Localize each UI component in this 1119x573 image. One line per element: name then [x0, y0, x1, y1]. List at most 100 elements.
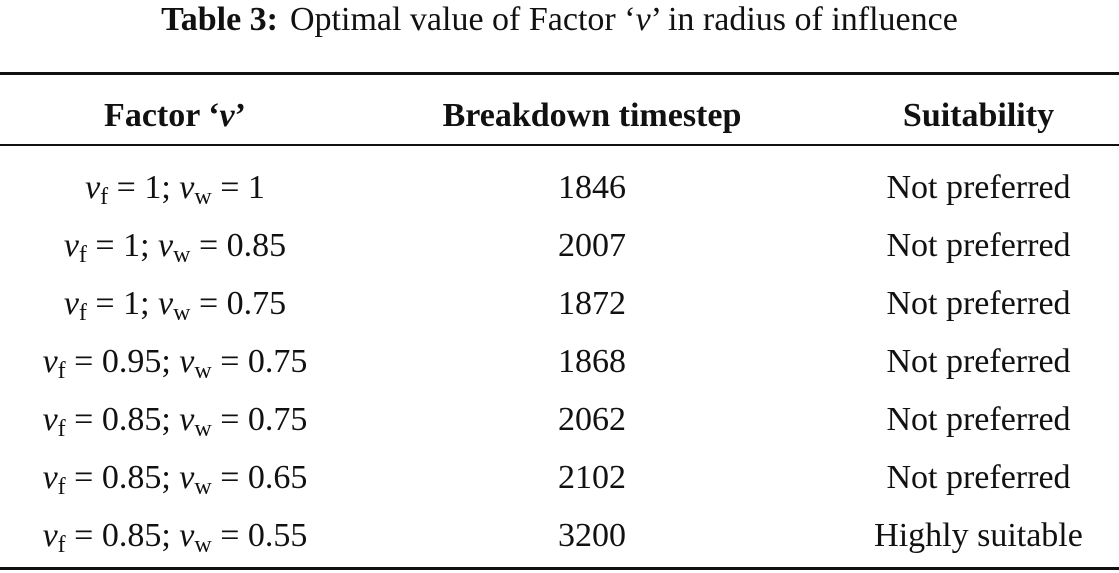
cell-segment: w [194, 532, 212, 558]
cell-text: Not preferred [886, 285, 1071, 322]
cell-segment: = 0.85; [65, 459, 180, 496]
table-row: vf = 0.95; vw = 0.75 1868 Not preferred [0, 333, 1119, 391]
cell-segment: w [194, 184, 212, 210]
cell-segment: v [42, 459, 58, 496]
table-cell: Breakdown timestep [420, 87, 764, 145]
cell-text: Not preferred [886, 169, 1071, 206]
cell-segment: = 0.85; [65, 401, 180, 438]
cell-text: 1872 [558, 285, 626, 322]
table-cell: 2102 [420, 449, 764, 507]
cell-segment: v [42, 401, 58, 438]
caption-label: Table 3: [161, 1, 278, 38]
cell-segment: v [158, 285, 174, 322]
cell-text: Not preferred [886, 343, 1071, 380]
cell-segment: = 0.55 [211, 517, 308, 554]
cell-segment: f [57, 532, 66, 558]
cell-text: 1868 [558, 343, 626, 380]
cell-segment: = 0.75 [190, 285, 287, 322]
cell-text: Breakdown timestep [442, 97, 742, 134]
cell-text: Highly suitable [874, 517, 1083, 554]
table-cell: Not preferred [838, 449, 1119, 507]
cell-segment: = 0.95; [65, 343, 180, 380]
cell-text: Not preferred [886, 401, 1071, 438]
cell-segment: f [78, 300, 87, 326]
header-row: Factor ‘v’ Breakdown timestep Suitability [0, 87, 1119, 145]
cell-text: Suitability [902, 97, 1055, 134]
table-cell: 2062 [420, 391, 764, 449]
cell-segment: v [63, 227, 79, 264]
cell-segment: = 0.65 [211, 459, 308, 496]
cell-segment: = 0.75 [211, 343, 308, 380]
cell-text: 1846 [558, 169, 626, 206]
table-row: vf = 1; vw = 0.85 2007 Not preferred [0, 217, 1119, 275]
table-cell: Not preferred [838, 333, 1119, 391]
table-cell: 2007 [420, 217, 764, 275]
table-cell: Not preferred [838, 159, 1119, 217]
caption-segment: Optimal value of Factor ‘ [290, 1, 636, 38]
top-rule [0, 72, 1119, 75]
cell-segment: = 0.75 [211, 401, 308, 438]
cell-text: 3200 [558, 517, 626, 554]
table-cell: 1846 [420, 159, 764, 217]
cell-text: 2062 [558, 401, 626, 438]
cell-segment: v [179, 169, 195, 206]
cell-text: 2102 [558, 459, 626, 496]
table-row: vf = 1; vw = 1 1846 Not preferred [0, 159, 1119, 217]
bottom-rule [0, 567, 1119, 570]
table-row: vf = 1; vw = 0.75 1872 Not preferred [0, 275, 1119, 333]
cell-text: 2007 [558, 227, 626, 264]
cell-segment: v [158, 227, 174, 264]
table-cell: vf = 0.85; vw = 0.75 [0, 391, 350, 449]
cell-segment: Factor ‘ [104, 97, 220, 134]
table-cell: 1868 [420, 333, 764, 391]
caption-text: Optimal value of Factor ‘v’ in radius of… [290, 1, 958, 38]
cell-segment: = 0.85; [65, 517, 180, 554]
cell-segment: = 1; [86, 285, 159, 322]
cell-segment: v [42, 517, 58, 554]
cell-segment: = 1; [86, 227, 159, 264]
cell-segment: f [57, 416, 66, 442]
cell-segment: w [194, 416, 212, 442]
cell-segment: w [173, 300, 191, 326]
cell-segment: w [194, 358, 212, 384]
table-cell: Suitability [838, 87, 1119, 145]
cell-segment: w [173, 242, 191, 268]
table-cell: vf = 1; vw = 0.75 [0, 275, 350, 333]
table-cell: vf = 1; vw = 1 [0, 159, 350, 217]
cell-segment: = 1; [108, 169, 180, 206]
table-cell: vf = 1; vw = 0.85 [0, 217, 350, 275]
table-cell: Not preferred [838, 391, 1119, 449]
cell-text: Not preferred [886, 227, 1071, 264]
table-cell: Not preferred [838, 217, 1119, 275]
table-cell: 1872 [420, 275, 764, 333]
cell-segment: = 1 [211, 169, 265, 206]
table-row: vf = 0.85; vw = 0.55 3200 Highly suitable [0, 507, 1119, 565]
cell-segment: v [63, 285, 79, 322]
cell-segment: = 0.85 [190, 227, 287, 264]
table-cell: 3200 [420, 507, 764, 565]
table-cell: Factor ‘v’ [0, 87, 350, 145]
cell-segment: v [179, 343, 195, 380]
table-caption: Table 3: Optimal value of Factor ‘v’ in r… [0, 0, 1119, 40]
caption-segment: v [635, 1, 651, 38]
cell-text: Not preferred [886, 459, 1071, 496]
cell-segment: f [57, 474, 66, 500]
cell-segment: v [179, 517, 195, 554]
table-row: vf = 0.85; vw = 0.65 2102 Not preferred [0, 449, 1119, 507]
cell-segment: v [179, 459, 195, 496]
caption-segment: ’ in radius of influence [650, 1, 958, 38]
cell-segment: v [42, 343, 58, 380]
table-row: vf = 0.85; vw = 0.75 2062 Not preferred [0, 391, 1119, 449]
cell-segment: w [194, 474, 212, 500]
cell-segment: f [78, 242, 87, 268]
table-cell: vf = 0.85; vw = 0.55 [0, 507, 350, 565]
table-cell: vf = 0.95; vw = 0.75 [0, 333, 350, 391]
table-cell: Not preferred [838, 275, 1119, 333]
cell-segment: v [85, 169, 101, 206]
cell-segment: v [219, 97, 235, 134]
cell-segment: ’ [234, 97, 246, 134]
cell-segment: f [57, 358, 66, 384]
cell-segment: f [100, 184, 109, 210]
table-cell: Highly suitable [838, 507, 1119, 565]
